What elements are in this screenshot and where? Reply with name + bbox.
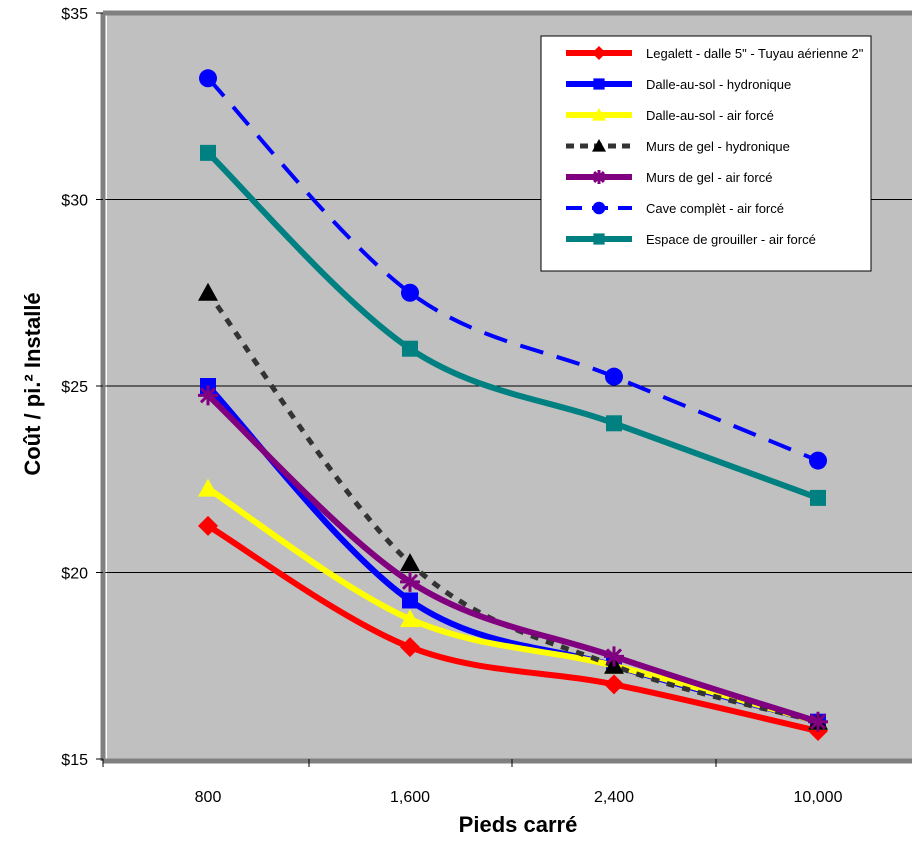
data-point-marker bbox=[604, 646, 624, 667]
series-6 bbox=[200, 144, 826, 506]
legend-label: Dalle-au-sol - hydronique bbox=[646, 77, 791, 92]
legend-marker bbox=[592, 170, 606, 184]
y-axis-title: Coût / pi.² Installé bbox=[20, 292, 45, 475]
legend-label: Cave complèt - air forcé bbox=[646, 201, 784, 216]
data-point-marker bbox=[809, 451, 827, 470]
legend-label: Legalett - dalle 5" - Tuyau aérienne 2" bbox=[646, 46, 864, 61]
axes: $15 $20 $25 $30 $35 800 1,600 2,400 10,000 bbox=[61, 6, 842, 806]
data-point-marker bbox=[400, 609, 420, 628]
data-point-marker bbox=[402, 592, 418, 609]
legend-label: Espace de grouiller - air forcé bbox=[646, 232, 816, 247]
legend-marker bbox=[592, 108, 606, 121]
y-tick-label: $35 bbox=[61, 6, 88, 23]
series-line bbox=[205, 393, 819, 725]
series-4 bbox=[198, 385, 828, 732]
x-tick-label: 2,400 bbox=[594, 789, 634, 806]
y-tick-label: $20 bbox=[61, 566, 88, 583]
legend-box bbox=[540, 35, 872, 272]
data-point-marker bbox=[198, 515, 218, 536]
x-tick-label: 800 bbox=[195, 789, 222, 806]
legend-label: Dalle-au-sol - air forcé bbox=[646, 108, 774, 123]
data-point-marker bbox=[198, 385, 218, 406]
legend-marker bbox=[593, 78, 605, 90]
data-point-marker bbox=[808, 711, 828, 732]
series-line bbox=[205, 150, 820, 501]
y-tick-label: $30 bbox=[61, 193, 88, 210]
data-point-marker bbox=[400, 637, 420, 658]
data-point-marker bbox=[400, 553, 420, 572]
series-5 bbox=[199, 69, 827, 470]
series-line bbox=[206, 523, 819, 734]
data-point-marker bbox=[400, 571, 420, 592]
legend: Legalett - dalle 5" - Tuyau aérienne 2" D… bbox=[540, 35, 872, 272]
data-point-marker bbox=[605, 367, 623, 386]
legend-marker bbox=[592, 46, 606, 60]
data-point-marker bbox=[198, 282, 218, 301]
data-point-marker bbox=[198, 478, 218, 497]
x-axis-title: Pieds carré bbox=[459, 812, 578, 837]
data-point-marker bbox=[401, 283, 419, 302]
data-point-marker bbox=[606, 415, 622, 432]
y-tick-label: $25 bbox=[61, 379, 88, 396]
legend-marker bbox=[592, 139, 606, 152]
series-line bbox=[205, 291, 819, 725]
x-tick-label: 1,600 bbox=[390, 789, 430, 806]
legend-marker bbox=[593, 233, 605, 245]
data-point-marker bbox=[604, 674, 624, 695]
data-point-marker bbox=[200, 144, 216, 161]
data-point-marker bbox=[199, 69, 217, 88]
y-tick-label: $15 bbox=[61, 752, 88, 769]
data-point-marker bbox=[402, 340, 418, 357]
data-point-marker bbox=[810, 489, 826, 506]
legend-marker bbox=[592, 201, 606, 215]
legend-label: Murs de gel - hydronique bbox=[646, 139, 790, 154]
x-tick-label: 10,000 bbox=[794, 789, 843, 806]
series-layer bbox=[198, 69, 828, 742]
legend-label: Murs de gel - air forcé bbox=[646, 170, 772, 185]
series-line bbox=[206, 76, 819, 463]
